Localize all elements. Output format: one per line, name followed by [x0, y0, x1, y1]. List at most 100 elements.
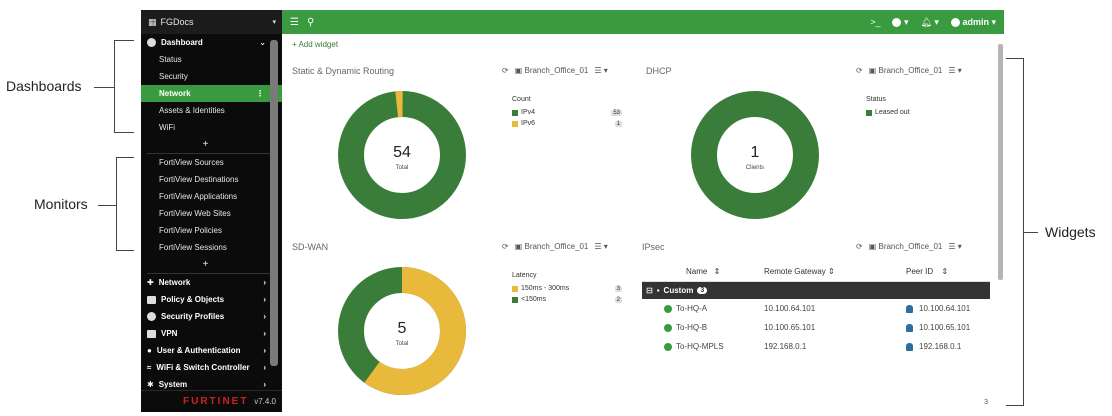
- widget-menu-icon[interactable]: ☰ ▾: [594, 242, 608, 251]
- sidebar-item-label: Security Profiles: [161, 312, 225, 321]
- column-header-gateway[interactable]: Remote Gateway ⇕: [764, 267, 835, 276]
- device-filter[interactable]: ▣ Branch_Office_01: [868, 242, 943, 251]
- widget-menu-icon[interactable]: ☰ ▾: [594, 66, 608, 75]
- device-filter-label: Branch_Office_01: [878, 242, 943, 251]
- column-label: Peer ID: [906, 267, 934, 276]
- legend-label: IPv6: [521, 120, 536, 127]
- widget-dhcp: DHCP ⟳ ▣ Branch_Office_01 ☰ ▾ 1 Clients …: [646, 66, 986, 236]
- tunnel-up-icon: [664, 323, 672, 332]
- sidebar-scrollbar[interactable]: [270, 40, 278, 366]
- donut-total-label: Clients: [746, 165, 764, 171]
- tunnel-up-icon: [664, 342, 672, 351]
- divider: [147, 273, 270, 274]
- help-icon[interactable]: ▾: [892, 17, 908, 28]
- sidebar-item-label: Network: [158, 278, 191, 287]
- add-monitor-button[interactable]: +: [141, 256, 282, 273]
- column-label: Name: [686, 267, 708, 276]
- kebab-menu-icon[interactable]: ⋮: [256, 89, 264, 98]
- table-row[interactable]: To-HQ-A 10.100.64.101 10.100.64.101: [642, 299, 990, 318]
- sidebar-item-fortiview-sources[interactable]: FortiView Sources: [141, 154, 282, 171]
- legend-item[interactable]: IPv6 1: [512, 118, 622, 129]
- refresh-icon[interactable]: ⟳: [502, 66, 509, 75]
- content-scrollbar[interactable]: [998, 44, 1003, 280]
- user-icon: [906, 342, 913, 351]
- annotation-widgets: Widgets: [1045, 224, 1096, 240]
- sidebar-dashboard[interactable]: Dashboard ⌄: [141, 34, 282, 51]
- device-filter[interactable]: ▣ Branch_Office_01: [868, 66, 943, 75]
- sidebar-item-system[interactable]: ✱ System ›: [141, 376, 282, 393]
- refresh-icon[interactable]: ⟳: [502, 242, 509, 251]
- sidebar-item-vpn[interactable]: VPN ›: [141, 325, 282, 342]
- column-header-peer[interactable]: Peer ID ⇕: [906, 267, 949, 276]
- sidebar-item-fortiview-websites[interactable]: FortiView Web Sites: [141, 205, 282, 222]
- sidebar-item-assets[interactable]: Assets & Identities: [141, 102, 282, 119]
- device-selector[interactable]: ▦ FGDocs ▾: [141, 10, 282, 34]
- widget-title: SD-WAN: [292, 242, 329, 252]
- cell-text: 10.100.64.101: [919, 304, 971, 313]
- chevron-right-icon: ›: [263, 363, 266, 372]
- sidebar: ▦ FGDocs ▾ Dashboard ⌄ Status Security N…: [141, 10, 282, 412]
- cell-peer: 10.100.64.101: [876, 304, 990, 313]
- legend-swatch: [512, 120, 518, 127]
- hamburger-menu-icon[interactable]: ☰: [290, 16, 299, 28]
- refresh-icon[interactable]: ⟳: [856, 66, 863, 75]
- sidebar-item-policy-objects[interactable]: Policy & Objects ›: [141, 291, 282, 308]
- widget-menu-icon[interactable]: ☰ ▾: [948, 242, 962, 251]
- sidebar-item-network[interactable]: ✚ Network ›: [141, 274, 282, 291]
- cell-gateway: 192.168.0.1: [764, 342, 807, 351]
- refresh-icon[interactable]: ⟳: [856, 242, 863, 251]
- table-row[interactable]: To-HQ-MPLS 192.168.0.1 192.168.0.1: [642, 337, 990, 356]
- table-row[interactable]: To-HQ-B 10.100.65.101 10.100.65.101: [642, 318, 990, 337]
- sidebar-item-status[interactable]: Status: [141, 51, 282, 68]
- search-icon[interactable]: ⚲: [306, 16, 315, 28]
- dhcp-donut-chart: 1 Clients: [691, 91, 819, 219]
- legend-swatch: [512, 285, 518, 292]
- legend-item[interactable]: Leased out: [866, 107, 976, 118]
- sidebar-item-network-dashboard[interactable]: Network ⋮: [141, 85, 282, 102]
- device-filter[interactable]: ▣ Branch_Office_01: [514, 242, 589, 251]
- sidebar-item-label: FortiView Sessions: [159, 243, 227, 252]
- collapse-icon[interactable]: ⊟: [646, 286, 653, 295]
- annotation-bracket-dashboards: [114, 40, 134, 133]
- donut-total: 5: [398, 320, 407, 337]
- device-filter[interactable]: ▣ Branch_Office_01: [514, 66, 589, 75]
- sidebar-item-user-auth[interactable]: ● User & Authentication ›: [141, 342, 282, 359]
- legend-item[interactable]: 150ms - 300ms 3: [512, 283, 622, 294]
- widget-title: DHCP: [646, 66, 672, 76]
- sidebar-item-fortiview-policies[interactable]: FortiView Policies: [141, 222, 282, 239]
- group-label: Custom: [663, 286, 694, 295]
- sidebar-item-wifi-switch[interactable]: ≈ WiFi & Switch Controller ›: [141, 359, 282, 376]
- annotation-bracket-monitors: [116, 157, 134, 251]
- add-widget-button[interactable]: + Add widget: [292, 40, 338, 49]
- widget-controls: ⟳ ▣ Branch_Office_01 ☰ ▾: [502, 66, 608, 75]
- cell-gateway: 10.100.65.101: [764, 323, 816, 332]
- legend-item[interactable]: <150ms 2: [512, 294, 622, 305]
- sidebar-item-fortiview-destinations[interactable]: FortiView Destinations: [141, 171, 282, 188]
- page-number: 3: [984, 399, 988, 406]
- legend-item[interactable]: IPv4 53: [512, 107, 622, 118]
- top-bar-actions: >_ ▾ 🔔︎ ▾ admin ▾: [870, 17, 996, 28]
- widget-sdwan: SD-WAN ⟳ ▣ Branch_Office_01 ☰ ▾ 5 Total …: [292, 242, 632, 412]
- firmware-version: v7.4.0: [254, 397, 276, 406]
- sidebar-item-fortiview-sessions[interactable]: FortiView Sessions: [141, 239, 282, 256]
- column-header-name[interactable]: Name ⇕: [686, 267, 721, 276]
- sidebar-item-security-profiles[interactable]: Security Profiles ›: [141, 308, 282, 325]
- table-group-custom[interactable]: ⊟ ▪ Custom 3: [642, 282, 990, 299]
- sidebar-item-label: FortiView Sources: [159, 158, 224, 167]
- add-dashboard-button[interactable]: +: [141, 136, 282, 153]
- annotation-line: [1024, 232, 1038, 233]
- sidebar-item-security[interactable]: Security: [141, 68, 282, 85]
- notification-bell-icon[interactable]: 🔔︎ ▾: [920, 16, 939, 27]
- legend-count: 1: [614, 120, 622, 127]
- avatar: [950, 17, 960, 27]
- donut-total: 54: [393, 144, 411, 161]
- sidebar-item-label: WiFi & Switch Controller: [156, 363, 250, 372]
- chevron-down-icon: ⌄: [259, 38, 266, 47]
- widget-menu-icon[interactable]: ☰ ▾: [948, 66, 962, 75]
- sidebar-item-wifi[interactable]: WiFi: [141, 119, 282, 136]
- legend-count: 2: [614, 296, 622, 303]
- cli-console-icon[interactable]: >_: [870, 17, 881, 27]
- user-menu[interactable]: admin ▾: [950, 17, 996, 28]
- sidebar-item-fortiview-applications[interactable]: FortiView Applications: [141, 188, 282, 205]
- legend-swatch: [866, 109, 872, 116]
